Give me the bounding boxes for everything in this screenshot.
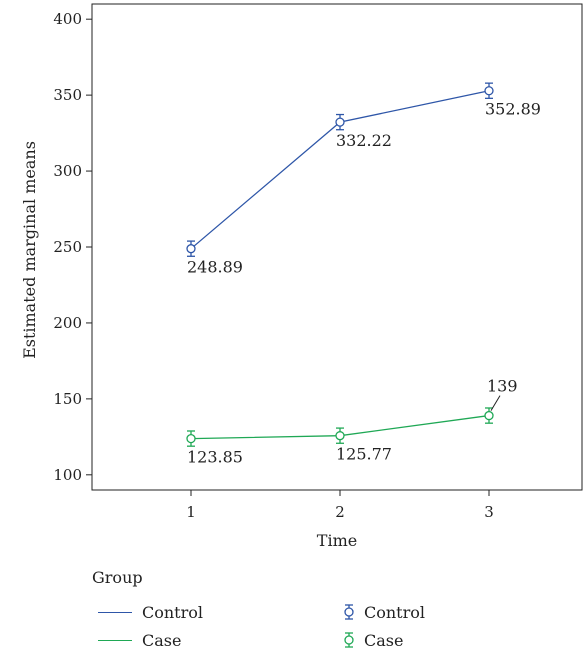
y-tick-label: 300: [53, 162, 82, 180]
data-label: 332.22: [336, 131, 392, 150]
legend-line-swatch: [98, 639, 132, 641]
data-point: [335, 431, 345, 441]
y-tick-label: 400: [53, 10, 82, 28]
x-tick-label: 1: [186, 503, 196, 521]
legend-line-label: Case: [142, 630, 182, 650]
errorbar-marker-icon: [344, 632, 354, 648]
data-label-leader: [490, 395, 501, 411]
data-point: [186, 433, 196, 444]
data-label: 248.89: [187, 258, 243, 277]
legend-marker-label: Control: [364, 602, 426, 622]
y-tick-label: 250: [53, 238, 82, 256]
errorbar-marker-icon: [344, 604, 354, 620]
data-label: 125.77: [336, 445, 392, 464]
legend-title: Group: [92, 568, 143, 587]
chart: 100 150 200 250 300 350 400 1 2 3 Time Estimated…: [20, 3, 583, 550]
legend-line-swatch: [98, 611, 132, 613]
legend-line-case: Case: [98, 629, 181, 651]
data-label: 139: [487, 377, 518, 396]
y-tick-label: 100: [53, 466, 82, 484]
data-label: 352.89: [485, 100, 541, 119]
x-axis: 1 2 3: [186, 490, 494, 521]
legend-marker-label: Case: [364, 630, 404, 650]
legend-marker-control: Control: [342, 601, 425, 623]
legend-line-label: Control: [142, 602, 204, 622]
y-axis: 100 150 200 250 300 350 400: [53, 10, 92, 484]
y-axis-title: Estimated marginal means: [20, 141, 39, 359]
plot-area: [91, 3, 583, 491]
x-tick-label: 2: [335, 503, 345, 521]
legend: Group Control Case Control Case: [92, 568, 572, 654]
data-point: [186, 244, 196, 254]
x-tick-label: 3: [484, 503, 494, 521]
x-axis-title: Time: [317, 531, 357, 550]
legend-marker-case: Case: [342, 629, 403, 651]
y-tick-label: 200: [53, 314, 82, 332]
data-label: 123.85: [187, 448, 243, 467]
series-layer: 248.89 332.22 352.89 123.85 125.77 139: [186, 82, 541, 467]
data-point: [484, 86, 494, 96]
legend-line-control: Control: [98, 601, 203, 623]
data-point: [335, 117, 345, 127]
y-tick-label: 350: [53, 86, 82, 104]
data-point: [484, 410, 494, 421]
y-tick-label: 150: [53, 390, 82, 408]
